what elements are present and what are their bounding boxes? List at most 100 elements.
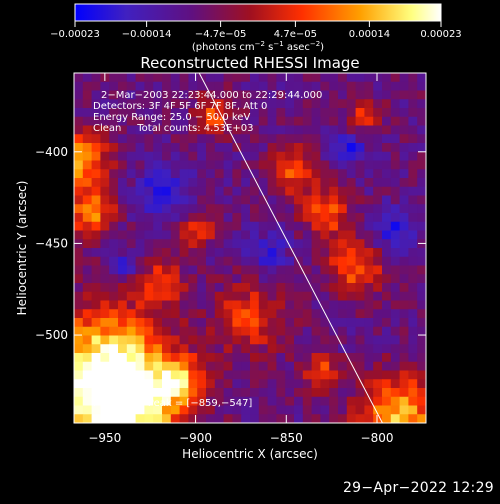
- heatmap-cell: [153, 239, 163, 249]
- heatmap-cell: [153, 335, 163, 345]
- heatmap-cell: [382, 370, 392, 380]
- heatmap-cell: [355, 283, 365, 293]
- heatmap-cell: [267, 309, 277, 319]
- heatmap-cell: [294, 353, 304, 363]
- heatmap-cell: [188, 291, 198, 301]
- heatmap-cell: [109, 379, 119, 389]
- heatmap-cell: [74, 379, 84, 389]
- heatmap-cell: [82, 283, 92, 293]
- heatmap-cell: [206, 186, 216, 196]
- heatmap-cell: [170, 169, 180, 179]
- heatmap-cell: [214, 326, 224, 336]
- heatmap-cell: [135, 361, 145, 371]
- heatmap-cell: [285, 361, 295, 371]
- heatmap-cell: [285, 204, 295, 214]
- heatmap-cell: [197, 108, 207, 118]
- heatmap-cell: [382, 318, 392, 328]
- heatmap-cell: [294, 370, 304, 380]
- heatmap-cell: [258, 335, 268, 345]
- heatmap-cell: [294, 248, 304, 258]
- heatmap-cell: [417, 221, 426, 231]
- heatmap-cell: [232, 230, 242, 240]
- heatmap-cell: [250, 204, 260, 214]
- heatmap-cell: [74, 178, 84, 188]
- heatmap-cell: [311, 90, 321, 100]
- heatmap-cell: [294, 405, 304, 415]
- heatmap-cell: [162, 256, 172, 266]
- heatmap-cell: [311, 283, 321, 293]
- heatmap-cell: [267, 81, 277, 91]
- heatmap-cell: [258, 396, 268, 406]
- heatmap-cell: [390, 186, 400, 196]
- heatmap-cell: [346, 300, 356, 310]
- heatmap-cell: [329, 291, 339, 301]
- heatmap-cell: [82, 116, 92, 126]
- heatmap-cell: [126, 361, 136, 371]
- heatmap-cell: [170, 178, 180, 188]
- heatmap-cell: [162, 309, 172, 319]
- heatmap-cell: [390, 108, 400, 118]
- heatmap-cell: [364, 335, 374, 345]
- heatmap-cell: [267, 248, 277, 258]
- heatmap-cell: [329, 204, 339, 214]
- heatmap-cell: [417, 265, 426, 275]
- heatmap-cell: [118, 405, 128, 415]
- heatmap-cell: [179, 195, 189, 205]
- heatmap-cell: [144, 248, 154, 258]
- heatmap-cell: [144, 326, 154, 336]
- heatmap-cell: [302, 335, 312, 345]
- heatmap-cell: [267, 195, 277, 205]
- heatmap-cell: [144, 221, 154, 231]
- heatmap-cell: [390, 318, 400, 328]
- heatmap-cell: [408, 81, 418, 91]
- heatmap-cell: [364, 90, 374, 100]
- heatmap-cell: [100, 160, 110, 170]
- heatmap-cell: [408, 204, 418, 214]
- heatmap-cell: [126, 379, 136, 389]
- heatmap-cell: [188, 414, 198, 423]
- heatmap-cell: [417, 283, 426, 293]
- heatmap-cell: [144, 353, 154, 363]
- heatmap-cell: [241, 361, 251, 371]
- heatmap-cell: [82, 108, 92, 118]
- heatmap-cell: [100, 169, 110, 179]
- heatmap-cell: [179, 248, 189, 258]
- heatmap-cell: [355, 248, 365, 258]
- colorbar-tick-label: 4.7e−05: [274, 29, 317, 40]
- heatmap-cell: [197, 221, 207, 231]
- heatmap-cell: [390, 81, 400, 91]
- heatmap-cell: [91, 361, 101, 371]
- heatmap-cell: [144, 361, 154, 371]
- heatmap-cell: [206, 125, 216, 135]
- heatmap-cell: [294, 274, 304, 284]
- heatmap-cell: [302, 204, 312, 214]
- heatmap-cell: [258, 108, 268, 118]
- heatmap-cell: [417, 151, 426, 161]
- heatmap-cell: [135, 309, 145, 319]
- heatmap-cell: [408, 186, 418, 196]
- heatmap-cell: [188, 169, 198, 179]
- heatmap-cell: [320, 143, 330, 153]
- heatmap-cell: [153, 370, 163, 380]
- heatmap-cell: [162, 204, 172, 214]
- heatmap-cell: [179, 370, 189, 380]
- heatmap-cell: [320, 108, 330, 118]
- heatmap-cell: [285, 414, 295, 423]
- heatmap-cell: [91, 344, 101, 354]
- heatmap-cell: [91, 265, 101, 275]
- heatmap-cell: [100, 90, 110, 100]
- heatmap-cell: [302, 379, 312, 389]
- timestamp: 29−Apr−2022 12:29: [342, 480, 494, 496]
- heatmap-cell: [399, 143, 409, 153]
- heatmap-cell: [329, 344, 339, 354]
- heatmap-cell: [364, 256, 374, 266]
- heatmap-cell: [188, 388, 198, 398]
- heatmap-cell: [302, 90, 312, 100]
- heatmap-cell: [258, 178, 268, 188]
- heatmap-cell: [153, 186, 163, 196]
- heatmap-cell: [74, 353, 84, 363]
- heatmap-cell: [223, 81, 233, 91]
- heatmap-cell: [285, 318, 295, 328]
- heatmap-cell: [320, 326, 330, 336]
- heatmap-cell: [417, 169, 426, 179]
